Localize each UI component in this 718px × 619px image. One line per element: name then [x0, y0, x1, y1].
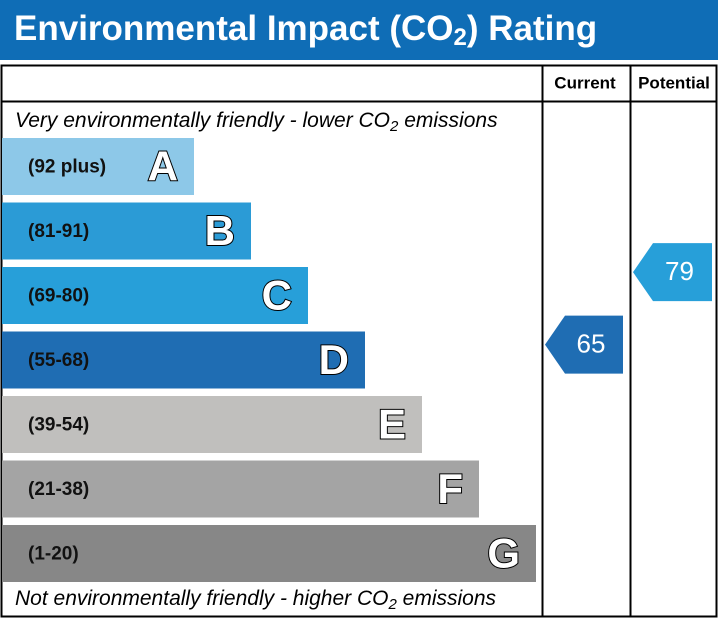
note-text: Not environmentally friendly - higher CO	[15, 587, 389, 610]
note-sub: 2	[388, 596, 398, 613]
band-bar	[2, 138, 194, 195]
rating-arrow	[633, 243, 712, 302]
band-range: (39-54)	[28, 415, 89, 436]
band-range: (81-91)	[28, 221, 89, 242]
band-letter: E	[378, 401, 406, 448]
band-letter: F	[437, 465, 463, 512]
band-letter: D	[319, 336, 349, 383]
table-border	[0, 64, 718, 618]
band-bar	[2, 267, 308, 324]
band-bar	[2, 202, 251, 260]
rating-value: 65	[577, 329, 606, 359]
band-letter: A	[148, 143, 178, 190]
title: Environmental Impact (CO2) Rating	[14, 9, 597, 51]
title-text: ) Rating	[467, 9, 597, 48]
note-text: emissions	[397, 587, 497, 610]
column-header: Current	[554, 73, 616, 92]
column-header: Potential	[638, 73, 710, 92]
band-letter: B	[205, 207, 235, 254]
band-range: (69-80)	[28, 286, 89, 307]
title-text: Environmental Impact (CO	[14, 9, 454, 48]
title-bar	[0, 0, 718, 60]
band-range: (1-20)	[28, 544, 79, 565]
note-text: Very environmentally friendly - lower CO	[15, 109, 390, 132]
top-note: Very environmentally friendly - lower CO…	[15, 109, 498, 135]
note-sub: 2	[389, 118, 399, 135]
band-bar	[2, 525, 536, 582]
band-letter: G	[487, 530, 520, 577]
rating-arrow	[545, 315, 623, 374]
band-range: (55-68)	[28, 350, 89, 371]
title-sub: 2	[454, 24, 467, 51]
bottom-note: Not environmentally friendly - higher CO…	[15, 587, 497, 613]
band-bar	[2, 396, 422, 453]
band-bar	[2, 460, 479, 518]
band-range: (21-38)	[28, 479, 89, 500]
band-range: (92 plus)	[28, 157, 106, 178]
band-letter: C	[262, 272, 292, 319]
rating-value: 79	[665, 256, 694, 286]
band-bar	[2, 331, 365, 389]
note-text: emissions	[398, 109, 498, 132]
